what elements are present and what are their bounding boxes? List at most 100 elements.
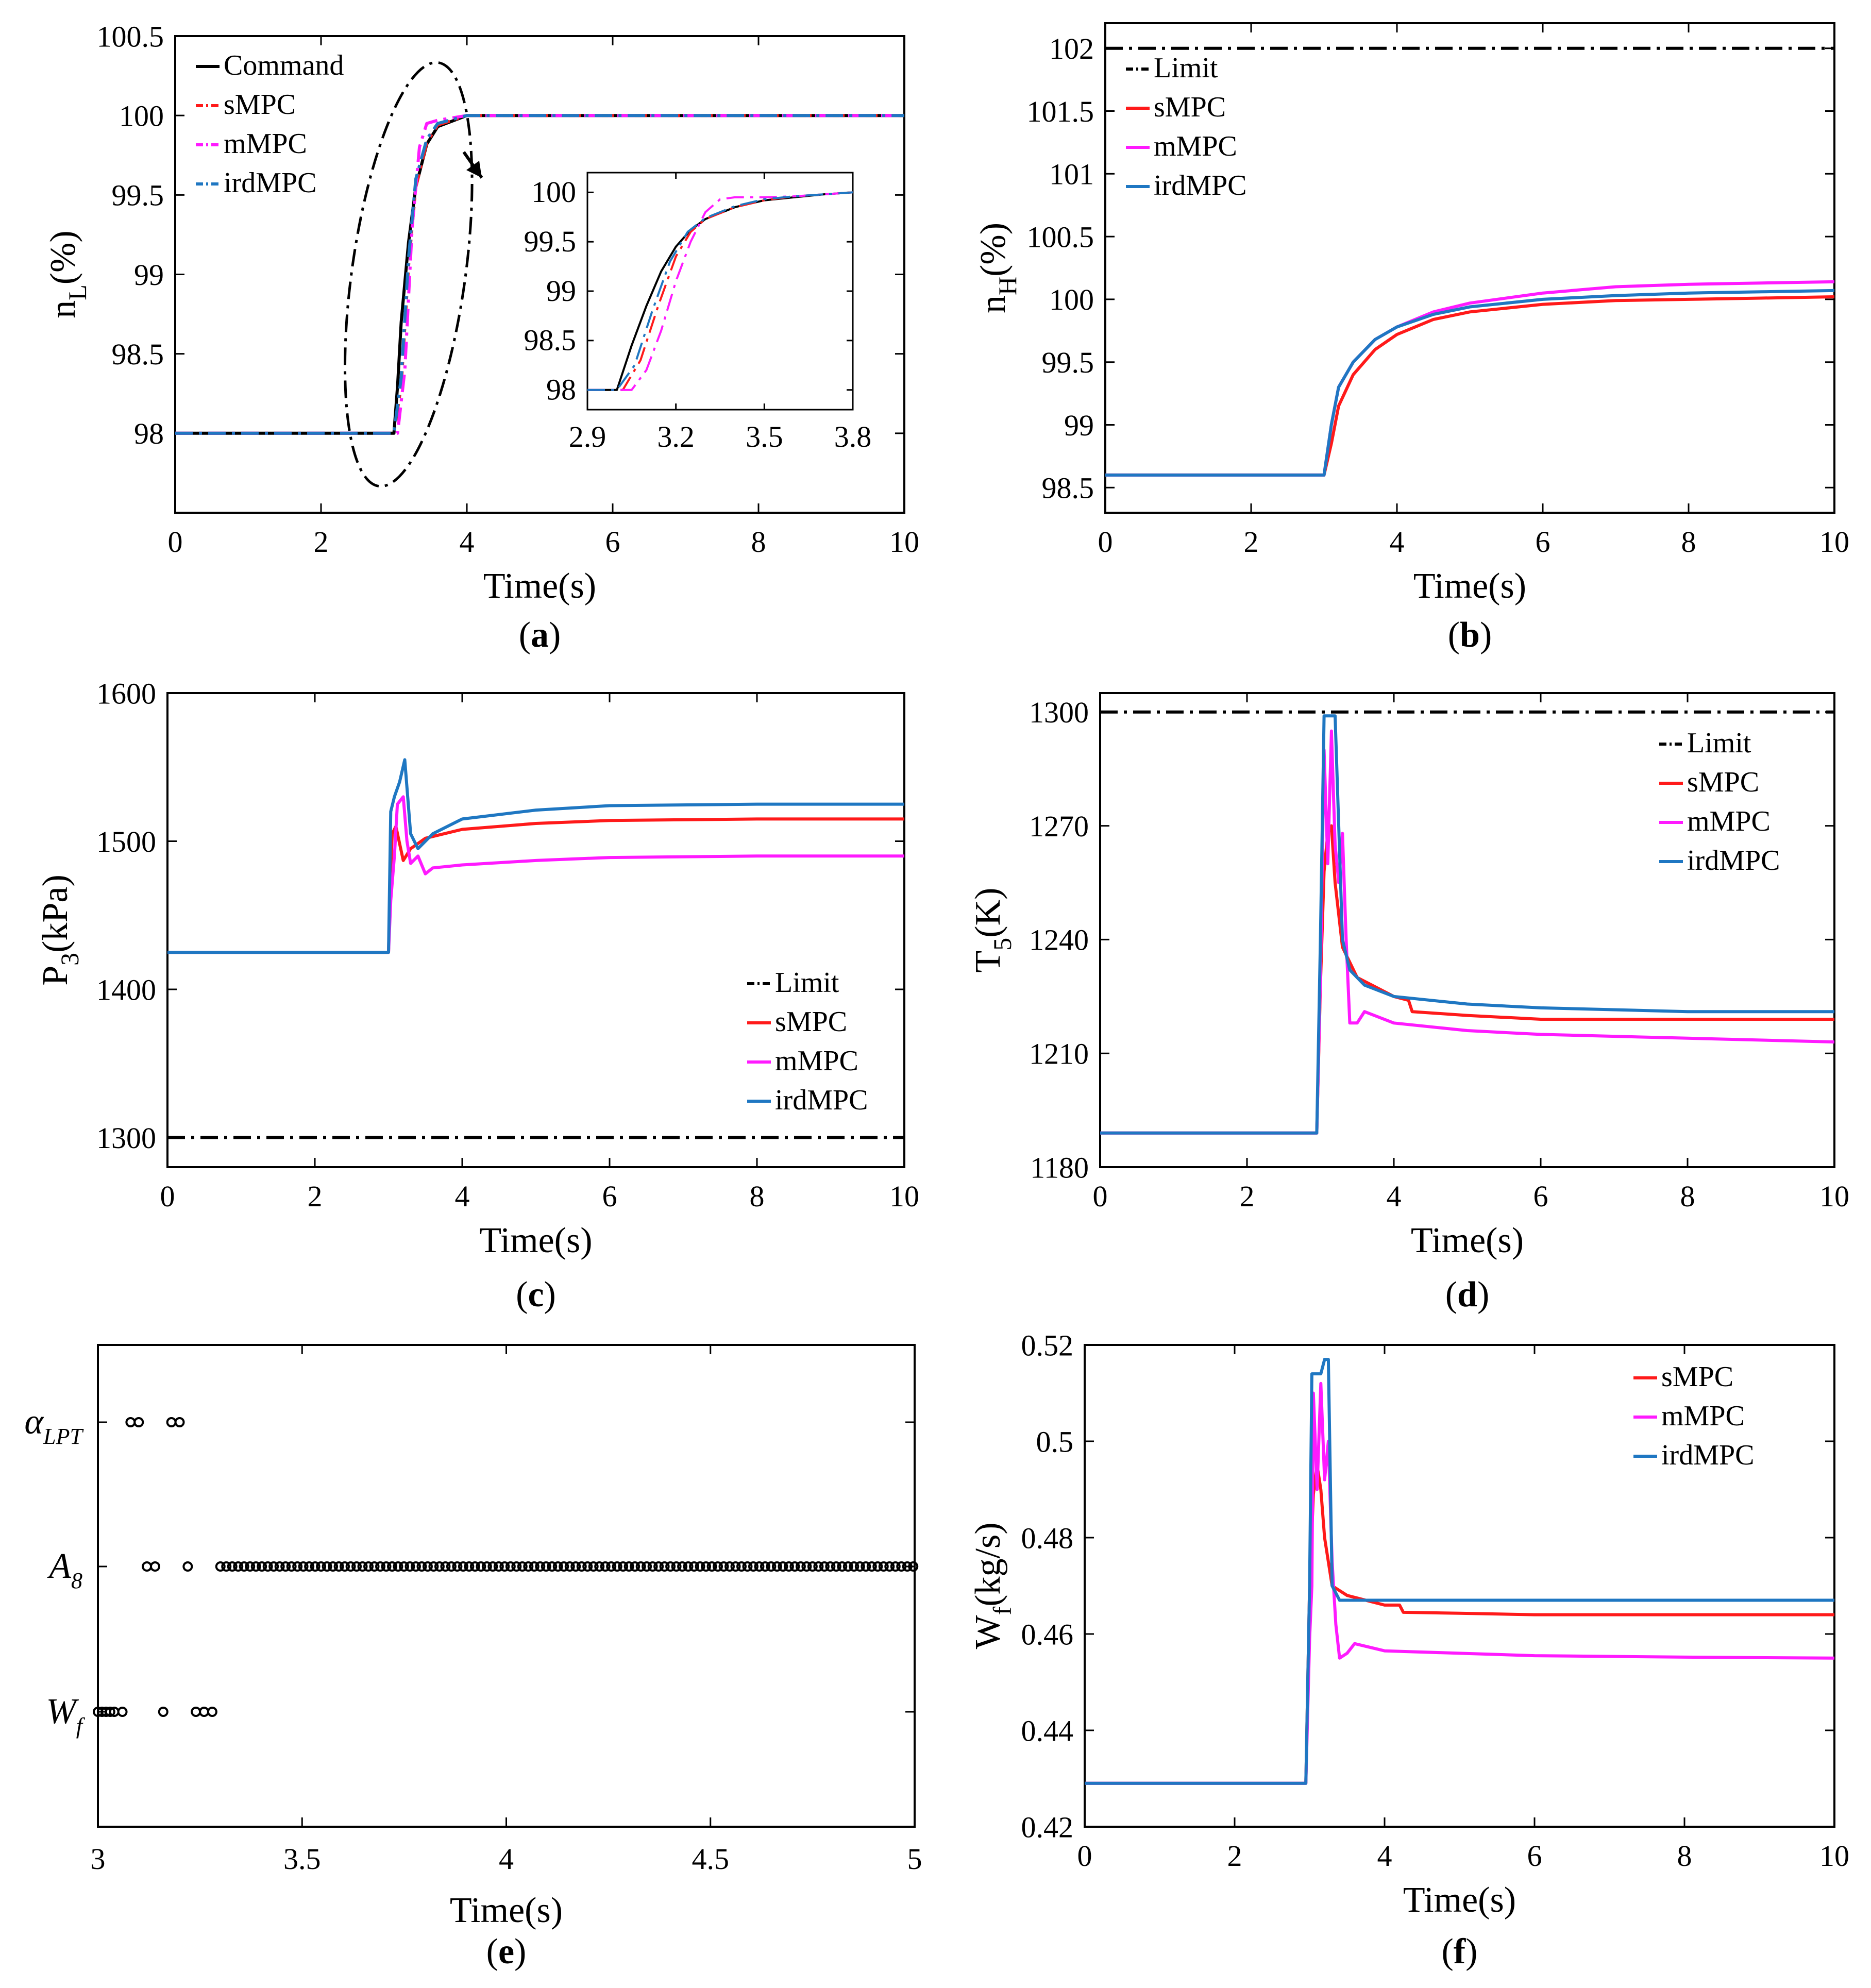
y-axis-label-main: W <box>968 1615 1008 1649</box>
point-a8 <box>801 1561 812 1572</box>
x-tick-label: 4 <box>460 525 475 559</box>
legend-label-sMPC: sMPC <box>1661 1361 1733 1393</box>
y-axis-label-main: P <box>36 966 75 986</box>
x-axis-label: Time(s) <box>1413 566 1526 606</box>
caption-letter: f <box>1454 1932 1466 1972</box>
legend-label-Limit: Limit <box>1154 52 1218 84</box>
point-a8 <box>149 1561 160 1572</box>
point-a8 <box>416 1561 427 1572</box>
legend-label-mMPC: mMPC <box>1687 805 1771 837</box>
x-tick-label: 4 <box>1387 1180 1402 1213</box>
legend-label-Limit: Limit <box>1687 727 1751 759</box>
series-group <box>175 114 904 435</box>
legend-label-irdMPC: irdMPC <box>224 167 317 199</box>
caption-paren: ( <box>519 615 531 655</box>
point-a8 <box>724 1561 735 1572</box>
x-tick-label: 0 <box>1098 525 1113 559</box>
point-a8 <box>559 1561 569 1572</box>
series-line-mMPC <box>167 795 904 954</box>
legend-label-irdMPC: irdMPC <box>775 1084 868 1116</box>
point-a8 <box>280 1561 291 1572</box>
x-tick-label: 2 <box>1244 525 1259 559</box>
point-a8 <box>221 1561 232 1572</box>
point-a8 <box>706 1561 717 1572</box>
x-tick-label: 6 <box>602 1180 617 1213</box>
point-a8 <box>446 1561 457 1572</box>
y-axis-label: nL(%) <box>43 230 92 318</box>
point-a8 <box>642 1561 652 1572</box>
point-a8 <box>476 1561 486 1572</box>
y-axis-label-sub: 5 <box>988 938 1017 951</box>
zoom-arrowhead <box>466 161 482 178</box>
inset-series-group <box>587 191 853 391</box>
category-label-sub: 8 <box>71 1568 82 1593</box>
point-a8 <box>529 1561 540 1572</box>
y-tick-label: 1180 <box>1030 1151 1089 1184</box>
point-a8 <box>393 1561 403 1572</box>
series-group <box>1105 46 1834 477</box>
point-a8 <box>825 1561 836 1572</box>
category-label-sub: LPT <box>43 1424 84 1449</box>
y-axis-label: nH(%) <box>973 223 1022 313</box>
x-tick-label: 6 <box>1536 525 1550 559</box>
point-a8 <box>813 1561 824 1572</box>
point-a8 <box>262 1561 273 1572</box>
point-a8 <box>872 1561 883 1572</box>
x-tick-label: 8 <box>750 1180 765 1213</box>
y-axis-label: Wf(kg/s) <box>968 1522 1017 1649</box>
point-a8 <box>736 1561 747 1572</box>
point-a8 <box>481 1561 492 1572</box>
x-tick-label: 10 <box>889 1180 919 1213</box>
series-line-mMPC <box>175 114 904 435</box>
caption-paren: ( <box>486 1932 498 1972</box>
point-a8 <box>428 1561 439 1572</box>
point-a8 <box>837 1561 848 1572</box>
panel-b: 0 2 4 6 8 10 98.5 99 99.5 100 100.5 101 101.5 102 Limi… <box>973 22 1849 655</box>
point-wf <box>207 1707 217 1717</box>
point-a8 <box>493 1561 504 1572</box>
y-axis-label-unit: (%) <box>973 223 1013 277</box>
x-tick-label: 0 <box>160 1180 175 1213</box>
y-tick-label: 99.5 <box>112 179 164 212</box>
point-a8 <box>878 1561 889 1572</box>
legend-label-mMPC: mMPC <box>224 128 307 160</box>
series-line-irdMPC <box>1105 289 1834 477</box>
y-tick-label: 99.5 <box>1042 346 1094 379</box>
series-group <box>167 758 904 1139</box>
x-axis-label: Time(s) <box>1403 1880 1516 1920</box>
point-a8 <box>760 1561 770 1572</box>
point-wf <box>158 1707 168 1717</box>
point-a8 <box>245 1561 256 1572</box>
point-a8 <box>268 1561 279 1572</box>
x-tick-label: 2 <box>314 525 329 559</box>
y-tick-label: 102 <box>1049 32 1094 65</box>
y-tick-label: 100.5 <box>97 20 164 53</box>
legend-label-Limit: Limit <box>775 967 839 999</box>
y-axis-label-main: n <box>43 300 83 318</box>
point-alpha-lpt <box>174 1417 185 1427</box>
point-a8 <box>316 1561 327 1572</box>
panel-caption: (d) <box>1445 1275 1490 1315</box>
point-a8 <box>671 1561 682 1572</box>
y-axis-label-unit: (K) <box>968 888 1008 938</box>
point-a8 <box>754 1561 765 1572</box>
point-a8 <box>422 1561 433 1572</box>
point-a8 <box>795 1561 806 1572</box>
point-a8 <box>452 1561 463 1572</box>
point-a8 <box>582 1561 593 1572</box>
y-tick-label: 101.5 <box>1027 95 1094 128</box>
panel-c: 0 2 4 6 8 10 1300 1400 1500 1600 Limit sMPC mMPC irdM… <box>36 677 919 1315</box>
point-a8 <box>227 1561 238 1572</box>
legend-label-irdMPC: irdMPC <box>1154 170 1247 201</box>
x-tick-label: 2 <box>1227 1839 1242 1873</box>
series-line-irdMPC <box>175 114 904 435</box>
series-line-irdMPC <box>1100 714 1834 1135</box>
point-a8 <box>854 1561 865 1572</box>
y-axis-label: T5(K) <box>968 888 1017 973</box>
point-a8 <box>398 1561 409 1572</box>
caption-paren: ) <box>1480 615 1492 655</box>
y-tick-label: 100.5 <box>1027 220 1094 254</box>
point-a8 <box>250 1561 261 1572</box>
